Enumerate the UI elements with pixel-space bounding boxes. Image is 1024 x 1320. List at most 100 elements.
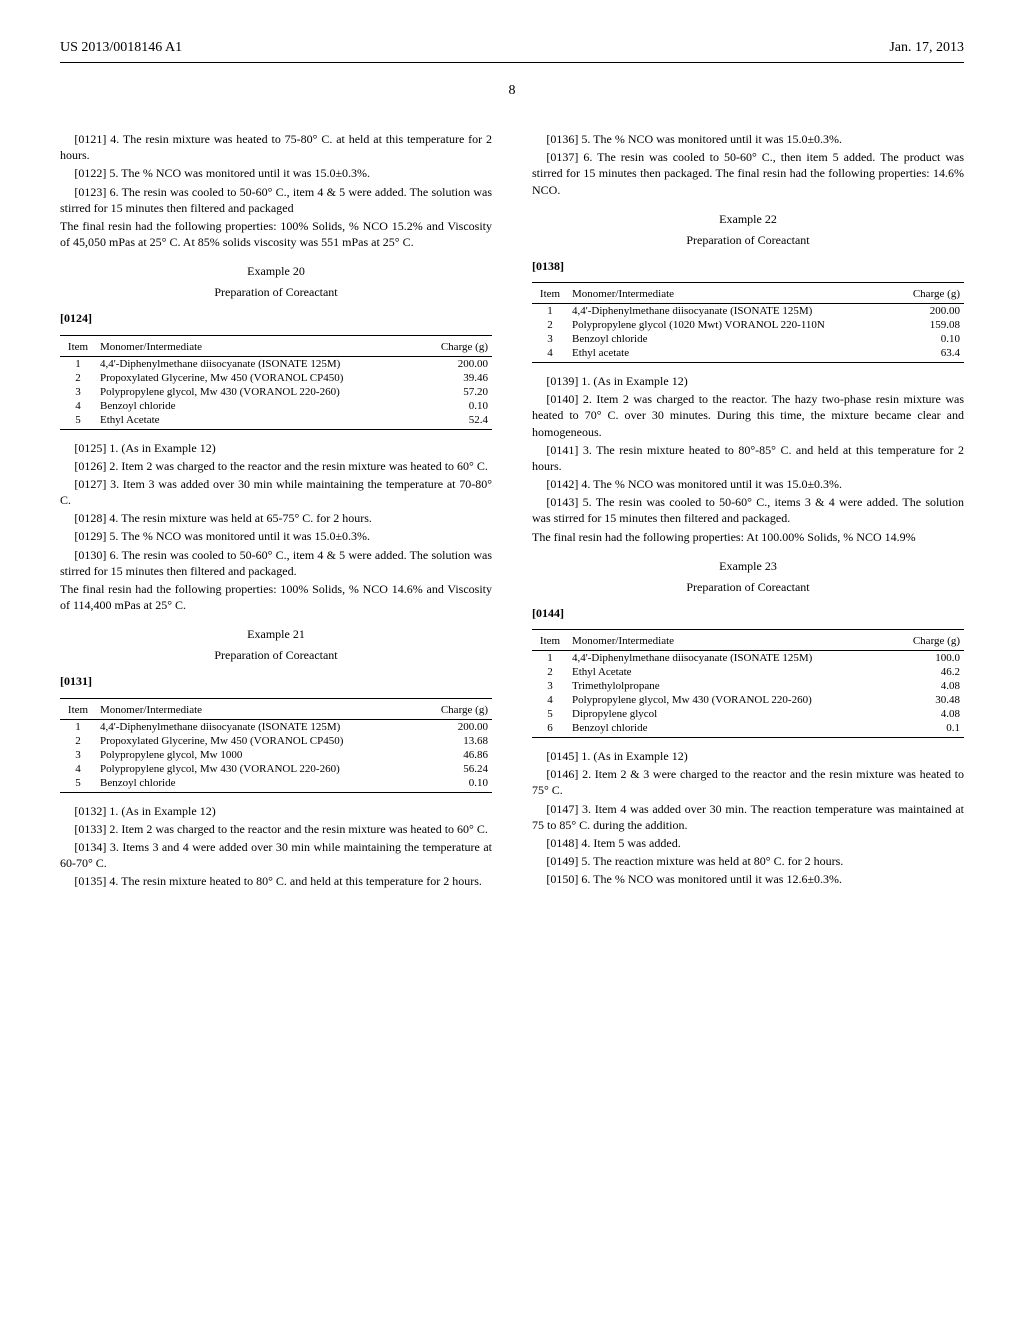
cell-item: 1 bbox=[532, 651, 568, 666]
two-column-layout: [0121] 4. The resin mixture was heated t… bbox=[60, 129, 964, 892]
para-0125: [0125] 1. (As in Example 12) bbox=[60, 440, 492, 456]
table-row: 5Benzoyl chloride0.10 bbox=[60, 776, 492, 790]
table-row: 3Benzoyl chloride0.10 bbox=[532, 332, 964, 346]
para-0135: [0135] 4. The resin mixture heated to 80… bbox=[60, 873, 492, 889]
cell-charge: 100.0 bbox=[892, 651, 964, 666]
example-20-subtitle: Preparation of Coreactant bbox=[60, 285, 492, 300]
example-23-subtitle: Preparation of Coreactant bbox=[532, 580, 964, 595]
table-row: 2Propoxylated Glycerine, Mw 450 (VORANOL… bbox=[60, 734, 492, 748]
tbody-21: 14,4'-Diphenylmethane diisocyanate (ISON… bbox=[60, 719, 492, 792]
para-0139: [0139] 1. (As in Example 12) bbox=[532, 373, 964, 389]
table-row: 2Propoxylated Glycerine, Mw 450 (VORANOL… bbox=[60, 371, 492, 385]
para-0131: [0131] bbox=[60, 673, 492, 689]
cell-item: 3 bbox=[532, 332, 568, 346]
cell-charge: 46.2 bbox=[892, 665, 964, 679]
para-0134: [0134] 3. Items 3 and 4 were added over … bbox=[60, 839, 492, 871]
th-item: Item bbox=[532, 632, 568, 651]
cell-monomer: Benzoyl chloride bbox=[568, 332, 895, 346]
cell-monomer: Benzoyl chloride bbox=[96, 399, 421, 413]
table-row: 6Benzoyl chloride0.1 bbox=[532, 721, 964, 735]
table-row: 4Benzoyl chloride0.10 bbox=[60, 399, 492, 413]
para-0124: [0124] bbox=[60, 310, 492, 326]
cell-monomer: Polypropylene glycol, Mw 430 (VORANOL 22… bbox=[568, 693, 892, 707]
para-0149: [0149] 5. The reaction mixture was held … bbox=[532, 853, 964, 869]
tbody-23: 14,4'-Diphenylmethane diisocyanate (ISON… bbox=[532, 651, 964, 738]
left-column: [0121] 4. The resin mixture was heated t… bbox=[60, 129, 492, 892]
table-row: 14,4'-Diphenylmethane diisocyanate (ISON… bbox=[532, 651, 964, 666]
cell-charge: 0.10 bbox=[895, 332, 964, 346]
para-0127: [0127] 3. Item 3 was added over 30 min w… bbox=[60, 476, 492, 508]
para-0133: [0133] 2. Item 2 was charged to the reac… bbox=[60, 821, 492, 837]
cell-monomer: Polypropylene glycol, Mw 430 (VORANOL 22… bbox=[96, 385, 421, 399]
cell-item: 4 bbox=[532, 346, 568, 360]
cell-monomer: 4,4'-Diphenylmethane diisocyanate (ISONA… bbox=[568, 303, 895, 318]
table-example-22: Item Monomer/Intermediate Charge (g) 14,… bbox=[532, 282, 964, 363]
cell-charge: 46.86 bbox=[421, 748, 492, 762]
th-monomer: Monomer/Intermediate bbox=[568, 632, 892, 651]
para-0138: [0138] bbox=[532, 258, 964, 274]
para-0148: [0148] 4. Item 5 was added. bbox=[532, 835, 964, 851]
pnum-0124: [0124] bbox=[60, 311, 92, 325]
cell-monomer: Propoxylated Glycerine, Mw 450 (VORANOL … bbox=[96, 371, 421, 385]
cell-monomer: Dipropylene glycol bbox=[568, 707, 892, 721]
th-monomer: Monomer/Intermediate bbox=[96, 701, 421, 720]
pub-date: Jan. 17, 2013 bbox=[889, 40, 964, 56]
cell-monomer: Polypropylene glycol, Mw 430 (VORANOL 22… bbox=[96, 762, 421, 776]
cell-item: 4 bbox=[60, 399, 96, 413]
th-charge: Charge (g) bbox=[421, 701, 492, 720]
cell-item: 2 bbox=[532, 318, 568, 332]
table-row: 4Ethyl acetate63.4 bbox=[532, 346, 964, 360]
example-22-title: Example 22 bbox=[532, 212, 964, 227]
para-0147: [0147] 3. Item 4 was added over 30 min. … bbox=[532, 801, 964, 833]
para-0146: [0146] 2. Item 2 & 3 were charged to the… bbox=[532, 766, 964, 798]
page-header: US 2013/0018146 A1 Jan. 17, 2013 bbox=[60, 40, 964, 56]
page-number: 8 bbox=[60, 83, 964, 99]
table-row: 5Dipropylene glycol4.08 bbox=[532, 707, 964, 721]
para-0143: [0143] 5. The resin was cooled to 50-60°… bbox=[532, 494, 964, 526]
table-example-20: Item Monomer/Intermediate Charge (g) 14,… bbox=[60, 335, 492, 430]
cell-monomer: Polypropylene glycol, Mw 1000 bbox=[96, 748, 421, 762]
cell-monomer: 4,4'-Diphenylmethane diisocyanate (ISONA… bbox=[568, 651, 892, 666]
cell-charge: 200.00 bbox=[421, 719, 492, 734]
table-row: 3Polypropylene glycol, Mw 100046.86 bbox=[60, 748, 492, 762]
th-monomer: Monomer/Intermediate bbox=[96, 338, 421, 357]
para-0140: [0140] 2. Item 2 was charged to the reac… bbox=[532, 391, 964, 440]
cell-item: 3 bbox=[60, 748, 96, 762]
cell-monomer: Trimethylolpropane bbox=[568, 679, 892, 693]
th-item: Item bbox=[60, 701, 96, 720]
para-0137: [0137] 6. The resin was cooled to 50-60°… bbox=[532, 149, 964, 198]
para-0142: [0142] 4. The % NCO was monitored until … bbox=[532, 476, 964, 492]
th-item: Item bbox=[60, 338, 96, 357]
para-0122: [0122] 5. The % NCO was monitored until … bbox=[60, 165, 492, 181]
para-0128: [0128] 4. The resin mixture was held at … bbox=[60, 510, 492, 526]
cell-charge: 57.20 bbox=[421, 385, 492, 399]
tbody-22: 14,4'-Diphenylmethane diisocyanate (ISON… bbox=[532, 303, 964, 362]
cell-charge: 200.00 bbox=[895, 303, 964, 318]
para-0144: [0144] bbox=[532, 605, 964, 621]
para-0129: [0129] 5. The % NCO was monitored until … bbox=[60, 528, 492, 544]
para-0145: [0145] 1. (As in Example 12) bbox=[532, 748, 964, 764]
th-charge: Charge (g) bbox=[892, 632, 964, 651]
cell-monomer: Ethyl Acetate bbox=[96, 413, 421, 427]
pnum-0131: [0131] bbox=[60, 674, 92, 688]
tbody-20: 14,4'-Diphenylmethane diisocyanate (ISON… bbox=[60, 356, 492, 429]
cell-charge: 56.24 bbox=[421, 762, 492, 776]
right-column: [0136] 5. The % NCO was monitored until … bbox=[532, 129, 964, 892]
table-row: 14,4'-Diphenylmethane diisocyanate (ISON… bbox=[60, 356, 492, 371]
th-monomer: Monomer/Intermediate bbox=[568, 285, 895, 304]
para-0136: [0136] 5. The % NCO was monitored until … bbox=[532, 131, 964, 147]
table-row: 5Ethyl Acetate52.4 bbox=[60, 413, 492, 427]
cell-item: 1 bbox=[60, 719, 96, 734]
cell-item: 4 bbox=[60, 762, 96, 776]
table-row: 2Ethyl Acetate46.2 bbox=[532, 665, 964, 679]
cell-item: 1 bbox=[60, 356, 96, 371]
cell-charge: 52.4 bbox=[421, 413, 492, 427]
para-0132: [0132] 1. (As in Example 12) bbox=[60, 803, 492, 819]
cell-charge: 159.08 bbox=[895, 318, 964, 332]
cell-item: 2 bbox=[60, 734, 96, 748]
th-charge: Charge (g) bbox=[895, 285, 964, 304]
table-example-23: Item Monomer/Intermediate Charge (g) 14,… bbox=[532, 629, 964, 738]
example-22-subtitle: Preparation of Coreactant bbox=[532, 233, 964, 248]
table-row: 14,4'-Diphenylmethane diisocyanate (ISON… bbox=[532, 303, 964, 318]
cell-item: 5 bbox=[532, 707, 568, 721]
